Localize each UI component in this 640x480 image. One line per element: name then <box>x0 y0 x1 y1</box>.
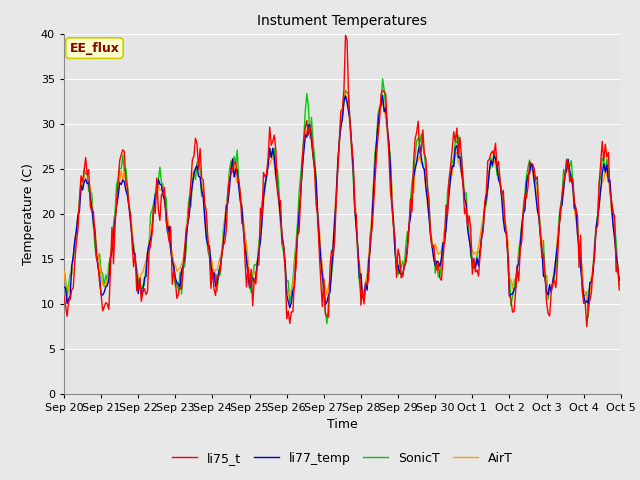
li75_t <box>303 118 310 123</box>
AirT <box>128 225 136 231</box>
li77_temp <box>128 235 136 241</box>
SonicT <box>128 230 136 236</box>
Title: Instument Temperatures: Instument Temperatures <box>257 14 428 28</box>
SonicT <box>616 282 623 288</box>
li77_temp <box>244 273 252 278</box>
li75_t <box>342 32 349 38</box>
li75_t <box>226 175 234 180</box>
AirT <box>60 268 68 274</box>
li77_temp <box>379 93 387 98</box>
Line: SonicT: SonicT <box>64 79 620 324</box>
li77_temp <box>286 305 294 311</box>
li77_temp <box>588 279 595 285</box>
X-axis label: Time: Time <box>327 418 358 431</box>
AirT <box>253 259 261 264</box>
SonicT <box>588 276 595 281</box>
SonicT <box>379 76 387 82</box>
SonicT <box>303 91 310 96</box>
li75_t <box>588 290 595 296</box>
Text: EE_flux: EE_flux <box>70 42 120 55</box>
li75_t <box>60 293 68 299</box>
AirT <box>583 296 591 302</box>
SonicT <box>60 267 68 273</box>
SonicT <box>226 167 234 172</box>
Line: li75_t: li75_t <box>64 35 620 327</box>
AirT <box>616 276 623 281</box>
li75_t <box>253 263 261 269</box>
li75_t <box>128 239 136 245</box>
li77_temp <box>253 260 261 265</box>
li75_t <box>583 324 591 330</box>
li77_temp <box>226 185 234 191</box>
Line: AirT: AirT <box>64 92 620 299</box>
AirT <box>588 274 595 280</box>
SonicT <box>253 259 261 264</box>
AirT <box>303 127 310 133</box>
li77_temp <box>60 284 68 290</box>
li77_temp <box>616 277 623 283</box>
Legend: li75_t, li77_temp, SonicT, AirT: li75_t, li77_temp, SonicT, AirT <box>167 447 518 469</box>
AirT <box>226 173 234 179</box>
SonicT <box>323 321 331 326</box>
SonicT <box>244 272 252 277</box>
Line: li77_temp: li77_temp <box>64 96 620 308</box>
li75_t <box>244 264 252 270</box>
Y-axis label: Temperature (C): Temperature (C) <box>22 163 35 264</box>
li77_temp <box>305 122 312 128</box>
AirT <box>244 255 252 261</box>
li75_t <box>616 287 623 293</box>
AirT <box>340 89 348 95</box>
